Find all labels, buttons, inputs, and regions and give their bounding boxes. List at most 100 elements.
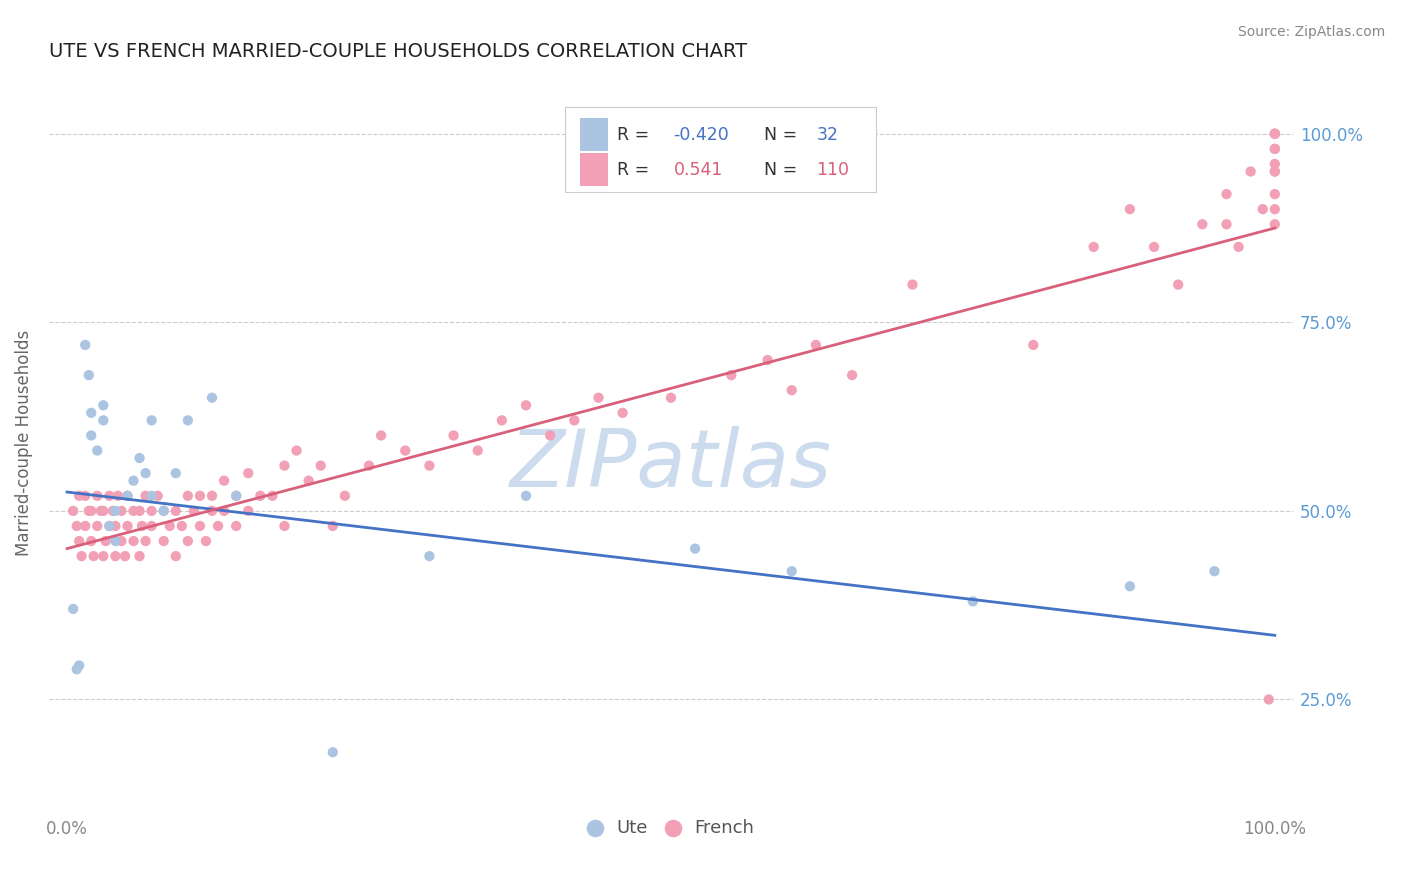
Point [1264, 157, 1286, 171]
Point [804, 338, 827, 352]
Point [91, 504, 114, 518]
Point [86, 443, 108, 458]
Point [683, 541, 706, 556]
Point [1264, 164, 1286, 178]
Point [107, 489, 129, 503]
Point [1215, 217, 1237, 231]
Point [1264, 127, 1286, 141]
Point [128, 549, 150, 563]
Point [91, 549, 114, 563]
Point [612, 406, 634, 420]
Point [538, 428, 561, 442]
Point [1227, 240, 1250, 254]
Point [135, 534, 157, 549]
Point [225, 489, 247, 503]
Point [104, 519, 127, 533]
Point [117, 489, 139, 503]
Point [170, 519, 193, 533]
Point [1264, 202, 1286, 217]
Point [1264, 187, 1286, 202]
Bar [581, 153, 607, 186]
Text: 32: 32 [817, 126, 838, 144]
Text: N =: N = [765, 126, 803, 144]
Point [131, 519, 153, 533]
Point [212, 504, 235, 518]
Text: 0.541: 0.541 [673, 161, 723, 178]
Point [201, 504, 224, 518]
Point [333, 489, 356, 503]
Point [75, 338, 97, 352]
Point [75, 519, 97, 533]
Point [98, 519, 121, 533]
Point [756, 353, 779, 368]
Point [322, 745, 344, 759]
Point [141, 489, 163, 503]
Point [273, 458, 295, 473]
Point [1204, 564, 1226, 578]
Point [249, 489, 271, 503]
Y-axis label: Married-couple Households: Married-couple Households [15, 330, 32, 556]
Point [309, 458, 332, 473]
FancyBboxPatch shape [565, 107, 876, 192]
Point [1240, 164, 1263, 178]
Point [720, 368, 742, 383]
Point [1257, 692, 1279, 706]
Point [238, 504, 260, 518]
Point [1083, 240, 1105, 254]
Point [1264, 142, 1286, 156]
Point [1264, 127, 1286, 141]
Point [177, 413, 200, 427]
Point [418, 458, 440, 473]
Point [1191, 217, 1213, 231]
Point [67, 489, 90, 503]
Point [285, 443, 308, 458]
Point [62, 504, 84, 518]
Point [1215, 187, 1237, 202]
Point [370, 428, 392, 442]
Point [152, 504, 174, 518]
Point [1264, 164, 1286, 178]
Point [273, 519, 295, 533]
Point [1264, 142, 1286, 156]
Text: R =: R = [617, 126, 655, 144]
Point [110, 504, 132, 518]
Point [66, 519, 89, 533]
Text: ZIPatlas: ZIPatlas [510, 426, 832, 504]
Point [128, 451, 150, 466]
Point [77, 504, 100, 518]
Point [80, 504, 103, 518]
Point [177, 489, 200, 503]
Point [491, 413, 513, 427]
Point [443, 428, 465, 442]
Legend: Ute, French: Ute, French [581, 812, 762, 844]
Point [165, 504, 187, 518]
Point [183, 504, 205, 518]
Point [394, 443, 416, 458]
Point [94, 534, 117, 549]
Point [659, 391, 682, 405]
Point [91, 413, 114, 427]
Point [159, 519, 181, 533]
Point [80, 534, 103, 549]
Point [90, 504, 112, 518]
Point [101, 504, 124, 518]
Point [77, 368, 100, 383]
Point [75, 489, 97, 503]
Point [1264, 127, 1286, 141]
Point [152, 504, 174, 518]
Point [225, 519, 247, 533]
Text: -0.420: -0.420 [673, 126, 730, 144]
Point [122, 474, 145, 488]
Point [298, 474, 321, 488]
Point [238, 466, 260, 480]
Point [418, 549, 440, 563]
Point [117, 489, 139, 503]
Point [225, 489, 247, 503]
Point [91, 398, 114, 412]
Point [141, 413, 163, 427]
Point [962, 594, 984, 608]
Point [128, 504, 150, 518]
Point [588, 391, 610, 405]
Point [780, 383, 803, 397]
Point [135, 489, 157, 503]
